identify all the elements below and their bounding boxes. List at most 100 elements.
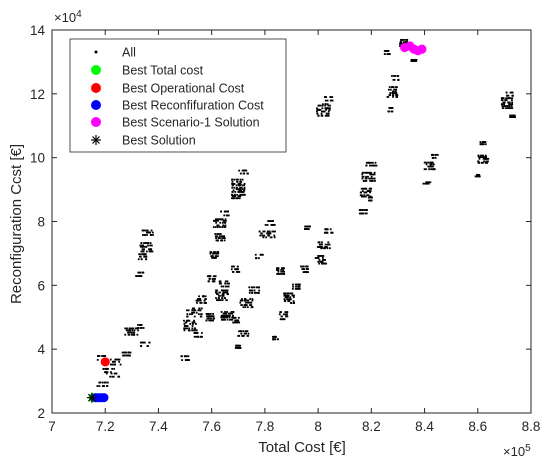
data-point-all bbox=[225, 289, 228, 292]
data-point-all bbox=[220, 235, 223, 238]
data-point-all bbox=[214, 233, 217, 235]
data-point-all bbox=[140, 253, 142, 256]
data-point-all bbox=[212, 275, 215, 278]
data-point-all bbox=[375, 164, 378, 167]
data-point-all bbox=[226, 282, 229, 285]
data-point-all bbox=[365, 175, 368, 178]
data-point-all bbox=[215, 239, 218, 242]
data-point-all bbox=[221, 294, 224, 297]
data-point-all bbox=[196, 302, 198, 304]
data-point-all bbox=[193, 311, 195, 314]
data-point-all bbox=[369, 164, 371, 167]
data-point-all bbox=[241, 299, 244, 302]
data-point-all bbox=[210, 255, 213, 258]
data-point-all bbox=[388, 110, 390, 113]
data-point-all bbox=[432, 153, 435, 156]
data-point-all bbox=[237, 346, 240, 349]
data-point-all bbox=[250, 306, 253, 309]
data-point-all bbox=[209, 277, 211, 280]
data-point-all bbox=[365, 164, 368, 167]
data-point-all bbox=[485, 160, 488, 163]
data-point-all bbox=[394, 90, 397, 93]
data-point-all bbox=[150, 250, 153, 253]
data-point-all bbox=[218, 297, 220, 300]
data-point-all bbox=[109, 363, 112, 366]
data-point-all bbox=[241, 191, 243, 193]
y-tick-label: 4 bbox=[37, 342, 45, 357]
data-point-all bbox=[502, 97, 505, 100]
data-point-all bbox=[389, 92, 392, 94]
data-point-all bbox=[320, 112, 323, 115]
data-point-all bbox=[431, 161, 434, 164]
x-tick-label: 8.2 bbox=[362, 419, 381, 434]
data-point-all bbox=[241, 178, 244, 181]
data-point-all bbox=[306, 228, 309, 230]
data-point-all bbox=[359, 212, 362, 215]
data-point-all bbox=[291, 292, 294, 295]
data-point-all bbox=[101, 381, 104, 384]
data-point-all bbox=[116, 358, 119, 361]
data-point-all bbox=[208, 275, 211, 278]
data-point-all bbox=[276, 269, 278, 271]
data-point-all bbox=[197, 313, 200, 316]
data-point-all bbox=[321, 104, 324, 107]
data-point-all bbox=[127, 333, 130, 336]
data-point-all bbox=[509, 116, 512, 118]
data-point-all bbox=[326, 231, 329, 234]
data-point-all bbox=[368, 195, 371, 198]
data-point-all bbox=[427, 161, 430, 164]
data-point-all bbox=[387, 95, 390, 98]
data-point-all bbox=[284, 292, 287, 295]
data-point-all bbox=[243, 186, 246, 189]
data-point-all bbox=[236, 265, 239, 268]
data-point-all bbox=[212, 315, 215, 318]
data-point-all bbox=[363, 195, 366, 198]
data-point-all bbox=[369, 196, 372, 199]
data-point-all bbox=[212, 317, 215, 320]
data-point-all bbox=[430, 168, 432, 171]
data-point-all bbox=[212, 226, 215, 228]
data-point-all bbox=[239, 172, 242, 175]
data-point-all bbox=[183, 329, 186, 332]
data-point-all bbox=[215, 297, 217, 300]
data-point-all bbox=[250, 286, 253, 289]
data-point-all bbox=[485, 157, 488, 160]
data-point-all bbox=[364, 195, 367, 198]
data-point-all bbox=[140, 324, 143, 326]
data-point-all bbox=[306, 225, 309, 228]
data-point-all bbox=[373, 173, 376, 176]
data-point-all bbox=[193, 307, 196, 310]
data-point-all bbox=[226, 285, 229, 288]
data-point-all bbox=[215, 221, 218, 224]
data-point-all bbox=[126, 327, 128, 330]
data-point-all bbox=[235, 178, 238, 181]
data-point-all bbox=[194, 309, 197, 312]
data-point-all bbox=[221, 289, 224, 292]
data-point-all bbox=[148, 341, 151, 344]
data-point-all bbox=[387, 50, 390, 52]
series-all bbox=[96, 38, 516, 387]
data-point-all bbox=[264, 224, 267, 226]
data-point-all bbox=[258, 257, 260, 260]
data-point-all bbox=[238, 184, 241, 187]
data-point-all bbox=[272, 220, 274, 222]
data-point-all bbox=[231, 193, 234, 196]
data-point-all bbox=[500, 103, 503, 106]
data-point-all bbox=[508, 105, 510, 107]
data-point-all bbox=[219, 291, 221, 294]
data-point-all bbox=[316, 107, 318, 110]
data-point-all bbox=[483, 157, 486, 160]
data-point-all bbox=[111, 363, 113, 366]
data-point-all bbox=[505, 91, 508, 94]
data-point-all bbox=[508, 97, 511, 100]
data-point-all bbox=[263, 230, 266, 233]
data-point-all bbox=[273, 224, 276, 226]
data-point-all bbox=[308, 225, 310, 228]
data-point-all bbox=[145, 258, 148, 261]
data-point-all bbox=[109, 358, 112, 361]
data-point-all bbox=[324, 262, 326, 265]
data-point-all bbox=[221, 226, 224, 228]
data-point-all bbox=[509, 97, 512, 100]
data-point-all bbox=[265, 236, 268, 239]
data-point-all bbox=[223, 297, 226, 300]
